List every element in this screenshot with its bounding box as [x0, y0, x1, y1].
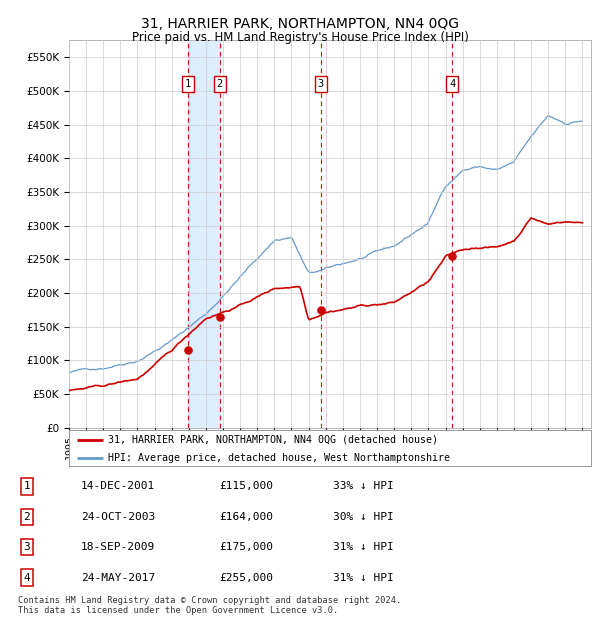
- Text: 2: 2: [23, 512, 31, 522]
- Text: 3: 3: [23, 542, 31, 552]
- Text: 1: 1: [23, 481, 31, 492]
- Point: [215, 312, 224, 322]
- Text: £255,000: £255,000: [219, 572, 273, 583]
- Point: [316, 305, 326, 315]
- Text: Price paid vs. HM Land Registry's House Price Index (HPI): Price paid vs. HM Land Registry's House …: [131, 31, 469, 44]
- Text: 24-MAY-2017: 24-MAY-2017: [81, 572, 155, 583]
- Text: 3: 3: [318, 79, 324, 89]
- Text: 33% ↓ HPI: 33% ↓ HPI: [333, 481, 394, 492]
- Bar: [188, 40, 220, 428]
- Text: Contains HM Land Registry data © Crown copyright and database right 2024.
This d: Contains HM Land Registry data © Crown c…: [18, 596, 401, 615]
- Point: [184, 345, 193, 355]
- Text: 31, HARRIER PARK, NORTHAMPTON, NN4 0QG (detached house): 31, HARRIER PARK, NORTHAMPTON, NN4 0QG (…: [108, 435, 438, 445]
- Point: [448, 251, 457, 261]
- Text: 2: 2: [217, 79, 223, 89]
- Text: £115,000: £115,000: [219, 481, 273, 492]
- Text: 24-OCT-2003: 24-OCT-2003: [81, 512, 155, 522]
- Text: 1: 1: [185, 79, 191, 89]
- Text: 4: 4: [23, 572, 31, 583]
- Text: 30% ↓ HPI: 30% ↓ HPI: [333, 512, 394, 522]
- Text: 31% ↓ HPI: 31% ↓ HPI: [333, 542, 394, 552]
- Text: 31, HARRIER PARK, NORTHAMPTON, NN4 0QG: 31, HARRIER PARK, NORTHAMPTON, NN4 0QG: [141, 17, 459, 32]
- Text: 31% ↓ HPI: 31% ↓ HPI: [333, 572, 394, 583]
- Text: 18-SEP-2009: 18-SEP-2009: [81, 542, 155, 552]
- Text: £164,000: £164,000: [219, 512, 273, 522]
- Text: £175,000: £175,000: [219, 542, 273, 552]
- Text: 4: 4: [449, 79, 455, 89]
- Text: HPI: Average price, detached house, West Northamptonshire: HPI: Average price, detached house, West…: [108, 453, 450, 463]
- Text: 14-DEC-2001: 14-DEC-2001: [81, 481, 155, 492]
